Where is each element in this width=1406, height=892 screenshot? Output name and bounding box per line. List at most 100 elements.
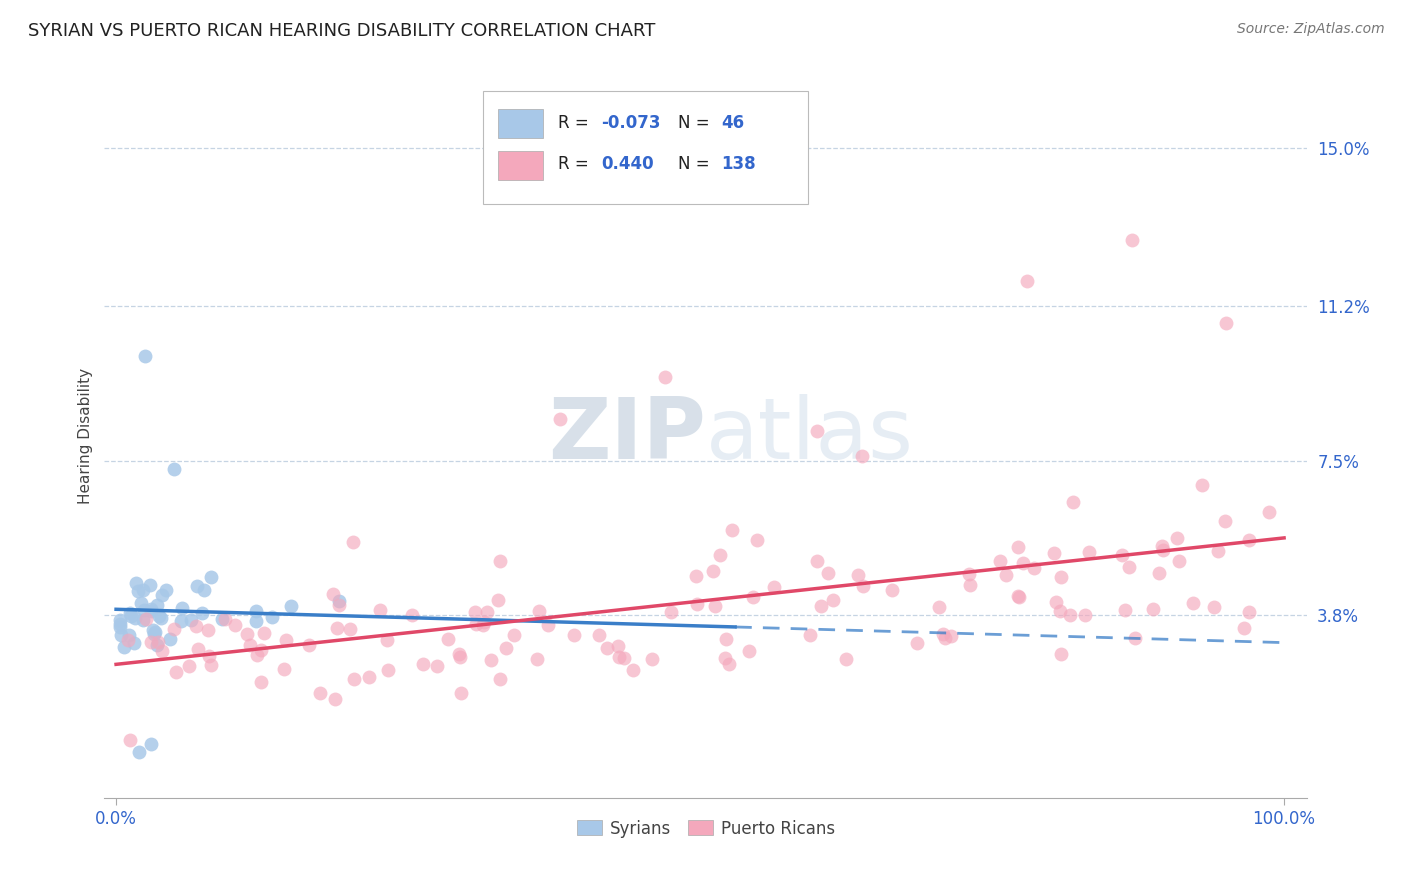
Point xyxy=(495,641,517,656)
Point xyxy=(143,627,166,641)
Point xyxy=(852,579,875,593)
Point xyxy=(1024,561,1046,575)
Point xyxy=(1118,559,1140,574)
Bar xyxy=(498,151,544,179)
Point xyxy=(659,605,682,619)
Point xyxy=(464,605,486,619)
Point xyxy=(709,548,731,562)
Point xyxy=(527,604,550,618)
Text: R =: R = xyxy=(558,154,593,173)
Point xyxy=(343,672,366,686)
Point xyxy=(273,662,295,676)
Point xyxy=(184,619,207,633)
Point xyxy=(145,625,167,640)
Point xyxy=(846,568,869,582)
Point xyxy=(995,568,1018,582)
Point xyxy=(464,617,486,632)
Point xyxy=(641,651,664,665)
Point xyxy=(135,612,157,626)
Point xyxy=(169,614,191,628)
Point xyxy=(224,618,246,632)
FancyBboxPatch shape xyxy=(484,91,808,203)
Point xyxy=(1008,591,1031,605)
Point xyxy=(108,616,131,631)
Point xyxy=(328,598,350,612)
Point xyxy=(704,599,727,614)
Point xyxy=(720,523,742,537)
Point xyxy=(325,621,347,635)
Point xyxy=(145,599,167,613)
Text: 0.440: 0.440 xyxy=(602,154,654,173)
Point xyxy=(368,603,391,617)
Point xyxy=(1059,608,1081,623)
Point xyxy=(108,613,131,627)
Point xyxy=(718,657,741,671)
Point xyxy=(357,670,380,684)
Point xyxy=(1114,603,1136,617)
Point xyxy=(1142,602,1164,616)
Point xyxy=(685,568,707,582)
Point xyxy=(186,642,208,657)
Point xyxy=(716,632,738,647)
Point xyxy=(401,608,423,623)
Point xyxy=(714,650,737,665)
Point xyxy=(163,462,186,476)
Point xyxy=(118,732,141,747)
Point xyxy=(450,686,472,700)
Point xyxy=(112,640,135,654)
Point xyxy=(163,622,186,636)
Point xyxy=(654,370,676,384)
Point xyxy=(477,605,499,619)
Point xyxy=(145,638,167,652)
Point xyxy=(377,664,399,678)
Point xyxy=(124,636,146,650)
Point xyxy=(481,653,503,667)
Point xyxy=(280,599,302,614)
Point xyxy=(1062,495,1084,509)
Bar xyxy=(498,109,544,138)
Text: atlas: atlas xyxy=(706,394,914,477)
Point xyxy=(437,632,460,647)
Point xyxy=(375,632,398,647)
Point xyxy=(117,633,139,648)
Point xyxy=(200,570,222,584)
Point xyxy=(1007,540,1029,554)
Point xyxy=(118,628,141,642)
Point xyxy=(1237,533,1260,547)
Text: SYRIAN VS PUERTO RICAN HEARING DISABILITY CORRELATION CHART: SYRIAN VS PUERTO RICAN HEARING DISABILIT… xyxy=(28,22,655,40)
Point xyxy=(139,737,162,751)
Point xyxy=(596,640,619,655)
Point xyxy=(613,651,636,665)
Point xyxy=(131,582,153,597)
Point xyxy=(747,533,769,547)
Point xyxy=(741,591,763,605)
Point xyxy=(1123,631,1146,645)
Point xyxy=(1043,546,1066,560)
Point xyxy=(957,566,980,581)
Point xyxy=(328,593,350,607)
Legend: Syrians, Puerto Ricans: Syrians, Puerto Ricans xyxy=(569,813,842,844)
Point xyxy=(298,638,321,652)
Point xyxy=(124,611,146,625)
Point xyxy=(141,603,163,617)
Point xyxy=(200,658,222,673)
Point xyxy=(702,564,724,578)
Point xyxy=(489,554,512,568)
Point xyxy=(197,623,219,637)
Point xyxy=(1050,647,1073,661)
Point xyxy=(1045,595,1067,609)
Point xyxy=(548,412,571,426)
Point xyxy=(1213,514,1236,528)
Point xyxy=(120,609,142,624)
Point xyxy=(322,586,344,600)
Point xyxy=(526,652,548,666)
Point xyxy=(211,612,233,626)
Point xyxy=(763,581,786,595)
Point xyxy=(988,553,1011,567)
Text: N =: N = xyxy=(678,114,716,132)
Point xyxy=(180,613,202,627)
Point xyxy=(342,535,364,549)
Point xyxy=(1121,233,1143,247)
Point xyxy=(245,648,267,663)
Point xyxy=(738,644,761,658)
